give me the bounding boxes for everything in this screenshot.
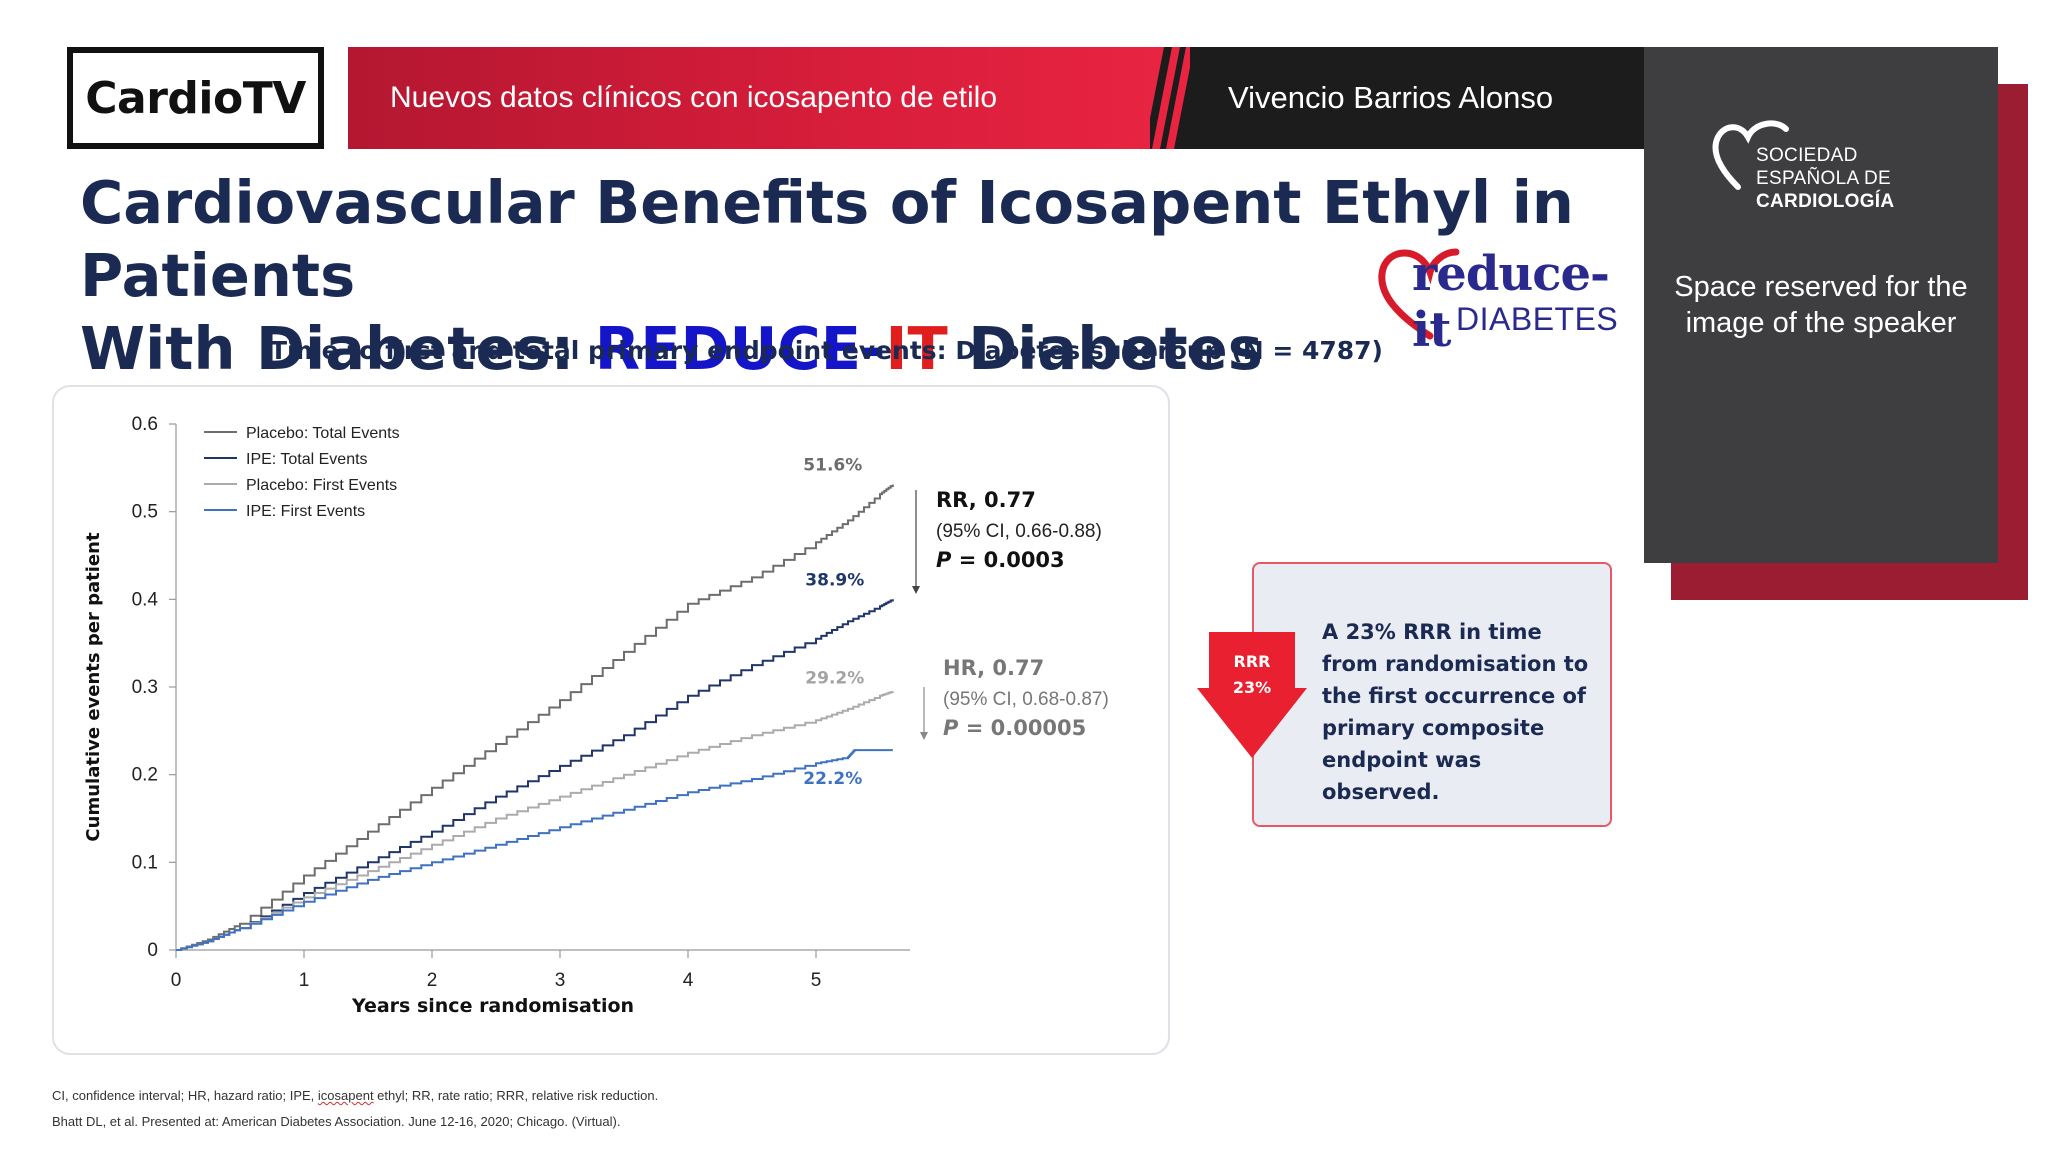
foot-abbrev-squiggle: icosapent <box>317 1088 374 1103</box>
chart-card: 0 0.1 0.2 0.3 0.4 0.5 0.6 0 1 2 3 4 5 Years since ran… <box>52 385 1170 1055</box>
speaker-placeholder-line1: Space reserved for the <box>1674 271 1968 303</box>
series-end-label-4: 22.2% <box>803 769 862 789</box>
series-line-4 <box>176 749 893 951</box>
speaker-panel: SOCIEDAD ESPAÑOLA DE CARDIOLOGÍA Space r… <box>1644 47 1998 563</box>
footnote-reference: Bhatt DL, et al. Presented at: American … <box>52 1114 621 1129</box>
annotation-p-value-1: = 0.0003 <box>951 548 1064 572</box>
title-line2-pre: With Diabetes: <box>80 314 595 383</box>
sec-line2: ESPAÑOLA DE <box>1756 168 1891 189</box>
x-axis-label: Years since randomisation <box>351 995 634 1017</box>
speaker-placeholder-line2: image of the speaker <box>1685 307 1957 339</box>
y-tick-label: 0.5 <box>132 502 158 523</box>
brand-text: CardioTV <box>85 72 306 124</box>
sec-line3: CARDIOLOGÍA <box>1756 191 1895 212</box>
y-axis-label: Cumulative events per patient <box>83 532 104 842</box>
rr-bracket-arrowhead <box>912 586 920 594</box>
title-reduce: REDUCE- <box>594 314 886 383</box>
x-tick-label: 5 <box>811 970 822 991</box>
annotation-p-symbol-2: P <box>943 716 959 740</box>
series-end-label-3: 29.2% <box>805 668 864 688</box>
y-tick-label: 0.4 <box>132 589 159 610</box>
title-line1: Cardiovascular Benefits of Icosapent Eth… <box>80 168 1574 310</box>
chart-subtitle: Time to first and total primary endpoint… <box>270 336 1383 365</box>
reduce-it-diabetes-logo: reduce-it DIABETES <box>1376 238 1636 358</box>
slide-title: Cardiovascular Benefits of Icosapent Eth… <box>80 166 1600 385</box>
annotation-p-symbol-1: P <box>936 548 952 572</box>
rrr-arrow-value: 23% <box>1232 678 1272 697</box>
sec-line1: SOCIEDAD <box>1756 145 1858 166</box>
speaker-placeholder-text: Space reserved for the image of the spea… <box>1644 269 1998 341</box>
series-end-label-2: 38.9% <box>805 570 864 590</box>
x-tick-label: 2 <box>427 970 438 991</box>
legend-label-1: Placebo: Total Events <box>246 425 400 442</box>
y-tick-label: 0.3 <box>132 677 158 698</box>
title-line2-post: Diabetes <box>947 314 1263 383</box>
footnote-abbreviations: CI, confidence interval; HR, hazard rati… <box>52 1088 658 1103</box>
series-end-label-1: 51.6% <box>803 455 862 475</box>
y-tick-label: 0.1 <box>132 852 158 873</box>
legend-label-3: Placebo: First Events <box>246 477 397 494</box>
x-tick-label: 0 <box>171 970 182 991</box>
heart-outline-icon <box>1378 248 1460 340</box>
speaker-name: Vivencio Barrios Alonso <box>1228 80 1554 115</box>
annotation-p-value-2: = 0.00005 <box>958 716 1086 740</box>
logo-word: reduce-it <box>1412 246 1610 358</box>
title-it: IT <box>885 314 948 383</box>
banner-title: Nuevos datos clínicos con icosapento de … <box>390 81 998 114</box>
logo-sub: DIABETES <box>1456 301 1619 337</box>
series-line-2 <box>176 599 894 951</box>
x-tick-label: 1 <box>299 970 310 991</box>
sec-heart-icon <box>1712 120 1789 190</box>
annotation-ci-1: (95% CI, 0.66-0.88) <box>936 521 1102 542</box>
annotation-p-2: P = 0.00005 <box>943 716 1086 740</box>
sec-logo: SOCIEDAD ESPAÑOLA DE CARDIOLOGÍA <box>1710 115 1970 212</box>
series-line-1 <box>176 484 894 951</box>
hr-bracket-arrowhead <box>920 732 928 740</box>
y-tick-label: 0.2 <box>132 765 158 786</box>
speaker-name-bar: Vivencio Barrios Alonso <box>1190 47 1645 149</box>
cardiotv-logo: CardioTV <box>67 47 324 149</box>
km-chart: 0 0.1 0.2 0.3 0.4 0.5 0.6 0 1 2 3 4 5 Years since ran… <box>83 414 1109 1017</box>
x-tick-label: 3 <box>555 970 566 991</box>
foot-abbrev-pre: CI, confidence interval; HR, hazard rati… <box>52 1088 318 1103</box>
title-line2: With Diabetes: REDUCE-IT Diabetes <box>80 312 1600 385</box>
y-tick-label: 0.6 <box>132 414 158 435</box>
legend-label-4: IPE: First Events <box>246 503 365 520</box>
legend-label-2: IPE: Total Events <box>246 451 368 468</box>
foot-abbrev-post: ethyl; RR, rate ratio; RRR, relative ris… <box>373 1088 659 1103</box>
series-line-3 <box>176 691 894 951</box>
callout-text: A 23% RRR in time from randomisation to … <box>1322 620 1589 804</box>
annotation-p-1: P = 0.0003 <box>936 548 1065 572</box>
rrr-callout-box: A 23% RRR in time from randomisation to … <box>1252 562 1612 827</box>
rrr-arrow-label: RRR <box>1233 652 1271 671</box>
annotation-ci-2: (95% CI, 0.68-0.87) <box>943 689 1109 710</box>
annotation-title-1: RR, 0.77 <box>936 488 1036 512</box>
x-tick-label: 4 <box>683 970 694 991</box>
annotation-title-2: HR, 0.77 <box>943 656 1044 680</box>
banner-title-bar: Nuevos datos clínicos con icosapento de … <box>348 47 1208 149</box>
rrr-down-arrow-icon: RRR 23% <box>1197 632 1307 758</box>
y-tick-label: 0 <box>147 940 158 961</box>
